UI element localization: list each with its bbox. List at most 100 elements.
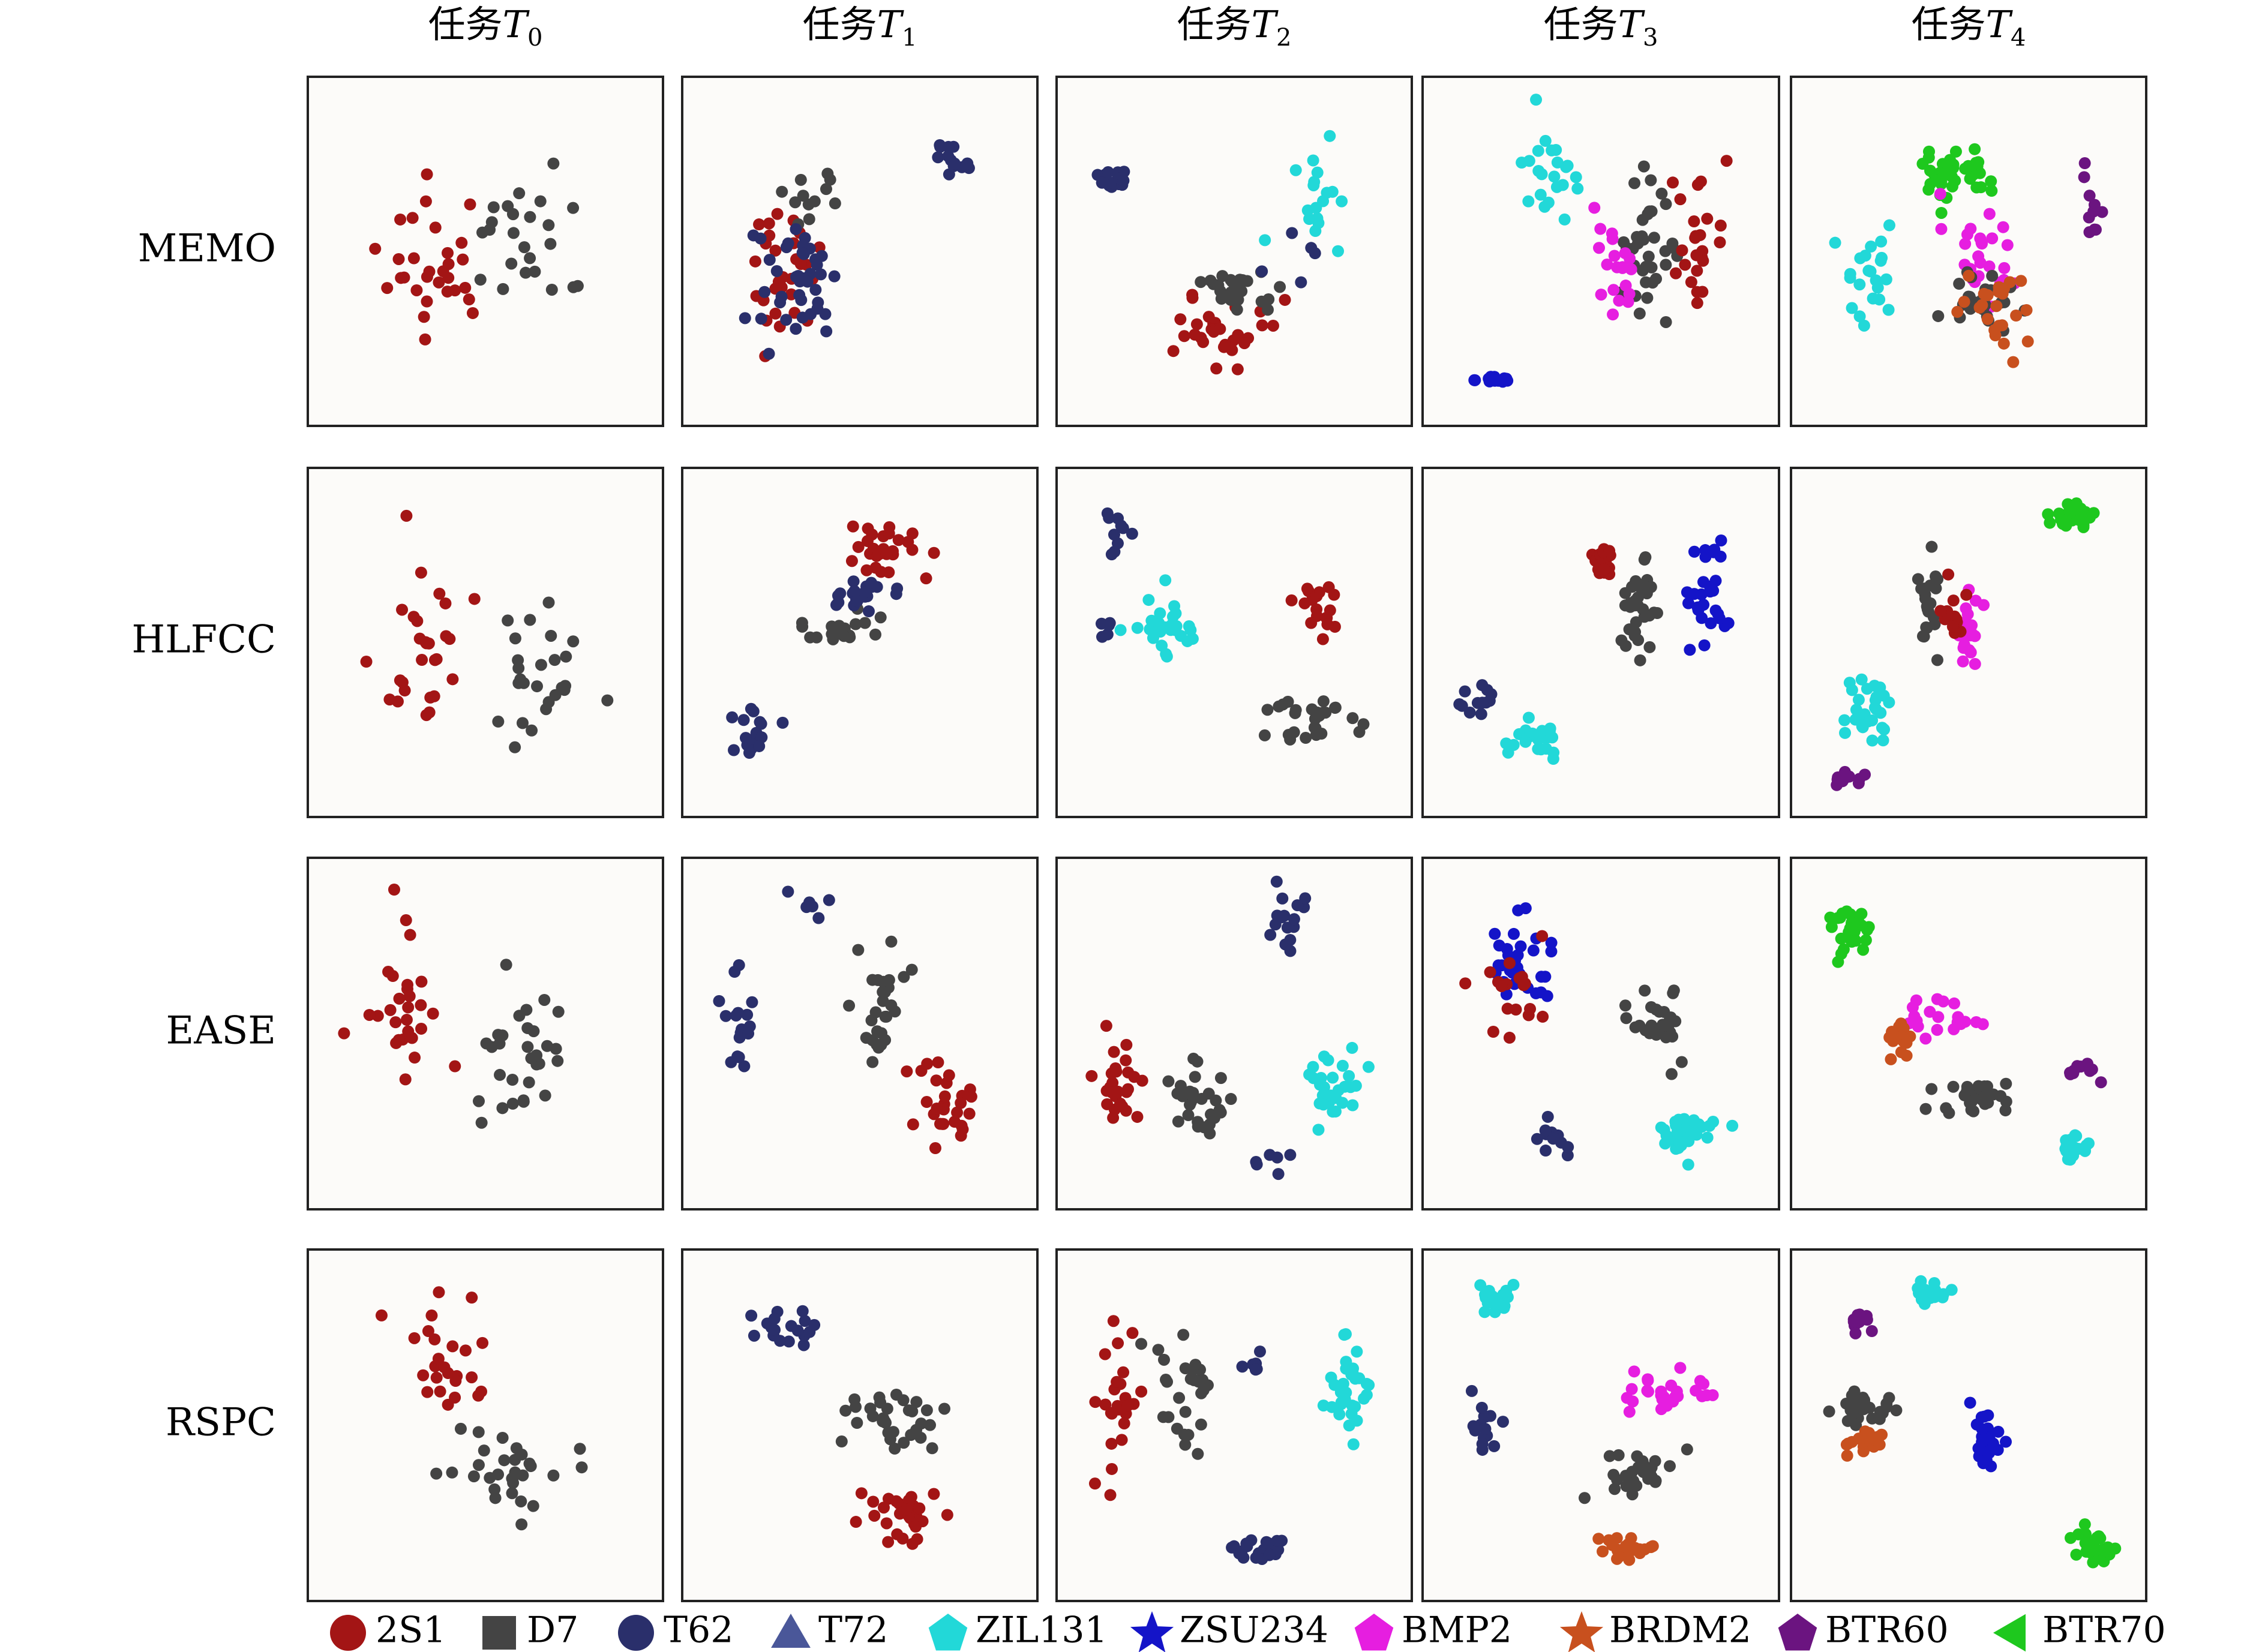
point-d7 xyxy=(1632,634,1645,647)
point-d7 xyxy=(873,1391,886,1404)
point-2s1 xyxy=(466,1371,478,1384)
point-d7 xyxy=(1202,1088,1215,1100)
point-zil131 xyxy=(1345,1407,1358,1420)
point-zil131 xyxy=(1519,735,1532,748)
point-2s1 xyxy=(382,966,395,978)
point-d7 xyxy=(833,620,845,632)
legend-label-zil131: ZIL131 xyxy=(976,1609,1108,1651)
point-2s1 xyxy=(446,1340,459,1353)
point-2s1 xyxy=(408,1332,421,1344)
point-zil131 xyxy=(1883,696,1895,708)
point-t62 xyxy=(1476,696,1489,709)
point-zil131 xyxy=(1312,217,1325,229)
point-zil131 xyxy=(1839,726,1852,739)
point-2s1 xyxy=(449,1060,461,1073)
point-2s1 xyxy=(769,244,782,257)
point-t62 xyxy=(775,290,788,303)
point-2s1 xyxy=(907,1118,919,1131)
point-d7 xyxy=(1182,1428,1195,1441)
point-d7 xyxy=(560,650,572,663)
point-d7 xyxy=(1183,1085,1196,1098)
point-d7 xyxy=(454,1422,467,1435)
point-zil131 xyxy=(2069,1129,2081,1142)
point-t62 xyxy=(812,296,824,309)
point-d7 xyxy=(1663,1460,1676,1473)
point-2s1 xyxy=(955,1130,967,1142)
point-zil131 xyxy=(1327,1106,1339,1118)
point-bmp2 xyxy=(1593,242,1606,254)
point-2s1 xyxy=(409,1052,421,1064)
point-2s1 xyxy=(434,1385,446,1398)
point-2s1 xyxy=(1112,1337,1124,1350)
point-2s1 xyxy=(1106,1462,1118,1475)
point-brdm2 xyxy=(2020,304,2033,316)
point-2s1 xyxy=(463,293,475,306)
point-2s1 xyxy=(394,213,407,226)
point-zsu234 xyxy=(1709,604,1722,617)
point-t62 xyxy=(1540,1145,1552,1157)
point-btr60 xyxy=(2078,171,2090,184)
point-bmp2 xyxy=(1606,227,1618,240)
point-d7 xyxy=(1919,1103,1932,1115)
panel-rspc-task0 xyxy=(307,1248,664,1602)
point-d7 xyxy=(1633,307,1646,320)
point-d7 xyxy=(1174,1080,1187,1092)
point-2s1 xyxy=(446,673,459,686)
point-zil131 xyxy=(1259,234,1271,247)
point-2s1 xyxy=(433,276,445,289)
point-t62 xyxy=(1105,548,1118,561)
legend: 2S1 D7 T62 T72 ZIL131 ZSU234 BMP2 BRDM2 BTR60 BTR… xyxy=(330,1609,2166,1652)
point-zil131 xyxy=(1339,1080,1351,1093)
point-d7 xyxy=(530,680,543,693)
point-d7 xyxy=(516,717,529,729)
point-t62 xyxy=(1096,176,1108,189)
point-zil131 xyxy=(1877,734,1889,747)
point-bmp2 xyxy=(1986,232,1999,245)
point-2s1 xyxy=(1714,236,1726,249)
point-t62 xyxy=(733,959,745,971)
point-d7 xyxy=(1231,304,1243,316)
point-2s1 xyxy=(901,1065,913,1078)
point-zsu234 xyxy=(1684,644,1696,656)
point-t62 xyxy=(828,270,841,283)
point-btr70 xyxy=(2087,1556,2099,1569)
point-zil131 xyxy=(1922,1285,1934,1298)
point-t62 xyxy=(1241,1540,1253,1552)
point-zil131 xyxy=(1874,707,1887,719)
point-btr70 xyxy=(2079,1528,2092,1540)
point-d7 xyxy=(1876,1407,1889,1419)
point-d7 xyxy=(820,183,832,196)
point-brdm2 xyxy=(1951,305,1964,318)
point-btr60 xyxy=(2088,199,2101,211)
point-d7 xyxy=(1232,276,1245,289)
point-d7 xyxy=(1912,573,1924,585)
point-t62 xyxy=(1479,1423,1492,1435)
point-d7 xyxy=(472,1426,485,1438)
point-2s1 xyxy=(1305,617,1318,629)
legend-label-bmp2: BMP2 xyxy=(1402,1609,1512,1651)
point-t62 xyxy=(805,308,817,320)
row-label-rspc: RSPC xyxy=(166,1401,276,1445)
point-d7 xyxy=(1204,1118,1216,1131)
point-d7 xyxy=(478,1444,490,1457)
point-2s1 xyxy=(1114,1098,1127,1110)
point-d7 xyxy=(539,1089,551,1102)
point-t62 xyxy=(934,139,946,151)
point-d7 xyxy=(1634,582,1647,594)
point-2s1 xyxy=(455,236,468,249)
point-zil131 xyxy=(1317,195,1330,208)
point-2s1 xyxy=(442,272,455,284)
point-d7 xyxy=(802,198,815,211)
point-d7 xyxy=(885,935,898,948)
point-2s1 xyxy=(423,706,436,719)
point-t62 xyxy=(797,248,810,260)
point-d7 xyxy=(880,1010,893,1023)
point-t62 xyxy=(1284,945,1297,957)
point-d7 xyxy=(869,628,881,641)
point-t62 xyxy=(1541,1110,1554,1123)
point-2s1 xyxy=(457,253,469,266)
point-2s1 xyxy=(1536,930,1549,942)
point-zil131 xyxy=(1147,632,1159,644)
point-zil131 xyxy=(1322,1054,1334,1067)
point-2s1 xyxy=(955,1097,967,1109)
